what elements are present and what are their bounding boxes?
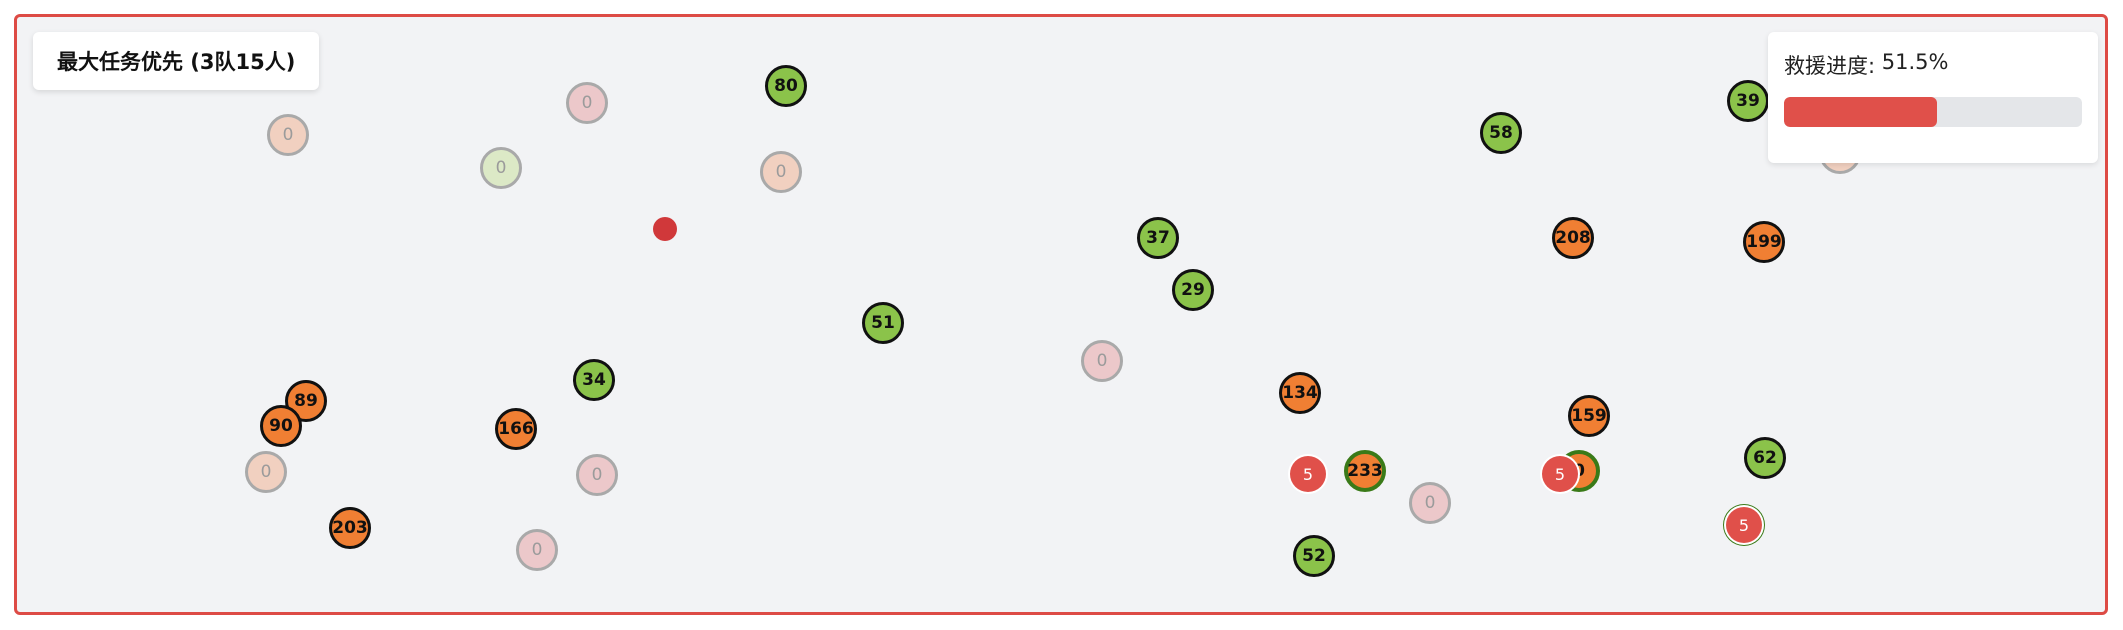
progress-panel: 救援进度: 51.5% [1768, 32, 2098, 163]
victim-marker: 58 [1480, 112, 1522, 154]
victim-marker: 199 [1743, 221, 1785, 263]
victim-marker: 51 [862, 302, 904, 344]
victim-marker: 166 [495, 408, 537, 450]
victim-marker: 62 [1744, 437, 1786, 479]
rescued-victim-marker: 0 [760, 151, 802, 193]
rescued-victim-marker: 0 [516, 529, 558, 571]
progress-label: 救援进度: 51.5% [1784, 50, 2082, 80]
rescue-map: 80 37 29 51 34 58 39 62 52 208 199 134 1… [14, 14, 2108, 615]
assigned-victim-marker: 233 [1344, 450, 1386, 492]
victim-marker: 203 [329, 507, 371, 549]
rescued-victim-marker: 0 [1081, 340, 1123, 382]
strategy-title: 最大任务优先 (3队15人) [33, 32, 320, 90]
progress-value: 51.5% [1881, 50, 1949, 74]
victim-marker: 29 [1172, 269, 1214, 311]
rescue-team-marker: 5 [1542, 456, 1578, 492]
rescue-team-marker: 5 [1726, 507, 1762, 543]
victim-marker: 134 [1279, 372, 1321, 414]
progress-bar-fill [1784, 97, 1938, 127]
rescued-victim-marker: 0 [1409, 482, 1451, 524]
progress-bar [1784, 97, 2082, 127]
rescue-team-marker: 5 [1290, 456, 1326, 492]
progress-label-text: 救援进度: [1784, 54, 1882, 78]
victim-marker: 34 [573, 359, 615, 401]
victim-marker: 80 [765, 65, 807, 107]
victim-marker: 39 [1727, 80, 1769, 122]
rescued-victim-marker: 0 [566, 82, 608, 124]
victim-marker: 90 [260, 405, 302, 447]
rescued-victim-marker: 0 [267, 114, 309, 156]
rescued-victim-marker: 0 [576, 454, 618, 496]
victim-marker: 37 [1137, 217, 1179, 259]
headquarters-marker [653, 217, 677, 241]
rescued-victim-marker: 0 [480, 147, 522, 189]
victim-marker: 52 [1293, 535, 1335, 577]
victim-marker: 159 [1568, 395, 1610, 437]
rescued-victim-marker: 0 [245, 451, 287, 493]
victim-marker: 208 [1552, 217, 1594, 259]
